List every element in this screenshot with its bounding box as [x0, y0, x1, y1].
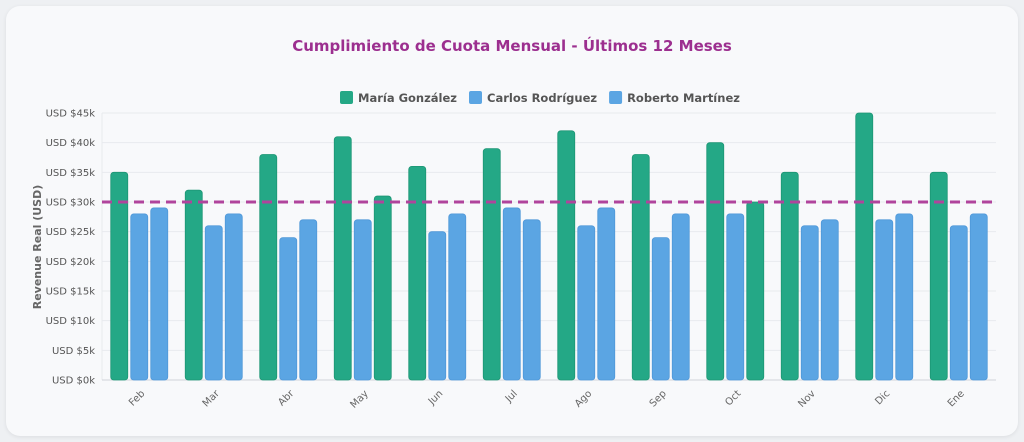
- bar-roberto-mart-nez-jun: [448, 213, 467, 381]
- y-tick-label: USD $40k: [46, 138, 96, 149]
- bar-roberto-mart-nez-feb: [150, 207, 169, 381]
- x-tick-label: Ene: [946, 388, 967, 409]
- bar-roberto-mart-nez-nov: [820, 219, 839, 381]
- legend-label: Carlos Rodríguez: [487, 91, 597, 105]
- y-tick-label: USD $0k: [52, 376, 95, 387]
- legend-swatch: [469, 91, 482, 104]
- y-tick-label: USD $5k: [52, 346, 95, 357]
- bar-carlos-rodr-guez-jun: [428, 231, 447, 381]
- bar-carlos-rodr-guez-ago: [577, 225, 596, 381]
- y-tick-label: USD $10k: [46, 316, 96, 327]
- x-tick-label: Dic: [873, 388, 892, 407]
- bar-carlos-rodr-guez-oct: [726, 213, 745, 381]
- bar-carlos-rodr-guez-nov: [800, 225, 819, 381]
- bar-chart: Cumplimiento de Cuota Mensual - Últimos …: [31, 36, 996, 411]
- legend-label: María González: [358, 91, 457, 105]
- bar-mar-a-gonz-lez-feb: [110, 171, 129, 381]
- bar-carlos-rodr-guez-jul: [502, 207, 521, 381]
- x-tick-label: Feb: [127, 388, 147, 408]
- x-tick-label: May: [348, 388, 370, 410]
- bar-roberto-mart-nez-jul: [522, 219, 541, 381]
- legend-swatch: [340, 91, 353, 104]
- bar-mar-a-gonz-lez-nov: [780, 171, 799, 381]
- x-tick-label: Nov: [796, 388, 818, 410]
- bar-mar-a-gonz-lez-dic: [855, 112, 874, 381]
- y-tick-label: USD $35k: [46, 168, 96, 179]
- bar-mar-a-gonz-lez-sep: [631, 154, 650, 381]
- y-tick-label: USD $15k: [46, 287, 96, 298]
- chart-card: Cumplimiento de Cuota Mensual - Últimos …: [6, 6, 1018, 436]
- x-tick-label: Jul: [503, 388, 520, 405]
- bar-roberto-mart-nez-ene: [969, 213, 988, 381]
- bar-roberto-mart-nez-dic: [895, 213, 914, 381]
- bar-mar-a-gonz-lez-ago: [557, 130, 576, 381]
- x-tick-label: Jun: [426, 388, 446, 408]
- y-axis-label: Revenue Real (USD): [31, 185, 44, 310]
- legend-swatch: [609, 91, 623, 104]
- bar-mar-a-gonz-lez-abr: [259, 154, 278, 381]
- bar-carlos-rodr-guez-ene: [949, 225, 968, 381]
- bar-carlos-rodr-guez-feb: [130, 213, 149, 381]
- bar-mar-a-gonz-lez-mar: [184, 189, 203, 381]
- bar-roberto-mart-nez-may: [373, 195, 392, 381]
- x-tick-label: Abr: [276, 388, 297, 409]
- bar-carlos-rodr-guez-may: [353, 219, 372, 381]
- bar-carlos-rodr-guez-dic: [875, 219, 894, 381]
- bar-mar-a-gonz-lez-oct: [706, 142, 725, 381]
- bar-roberto-mart-nez-mar: [224, 213, 243, 381]
- bar-mar-a-gonz-lez-may: [333, 136, 352, 381]
- bar-roberto-mart-nez-ago: [597, 207, 616, 381]
- x-tick-label: Sep: [648, 388, 669, 409]
- y-tick-label: USD $45k: [46, 109, 96, 120]
- bar-carlos-rodr-guez-abr: [279, 237, 298, 381]
- bar-carlos-rodr-guez-sep: [651, 237, 670, 381]
- y-tick-label: USD $25k: [46, 227, 96, 238]
- bar-roberto-mart-nez-sep: [671, 213, 690, 381]
- bar-roberto-mart-nez-oct: [746, 201, 765, 381]
- bar-mar-a-gonz-lez-jul: [482, 148, 501, 381]
- y-tick-label: USD $20k: [46, 257, 96, 268]
- y-tick-label: USD $30k: [46, 198, 96, 209]
- legend-label: Roberto Martínez: [627, 91, 740, 105]
- x-tick-label: Oct: [723, 388, 743, 408]
- x-tick-label: Ago: [573, 388, 594, 409]
- x-tick-label: Mar: [201, 388, 223, 410]
- bar-carlos-rodr-guez-mar: [204, 225, 223, 381]
- bar-roberto-mart-nez-abr: [299, 219, 318, 381]
- bar-mar-a-gonz-lez-ene: [929, 171, 948, 381]
- bar-mar-a-gonz-lez-jun: [408, 165, 427, 381]
- chart-title: Cumplimiento de Cuota Mensual - Últimos …: [292, 36, 732, 55]
